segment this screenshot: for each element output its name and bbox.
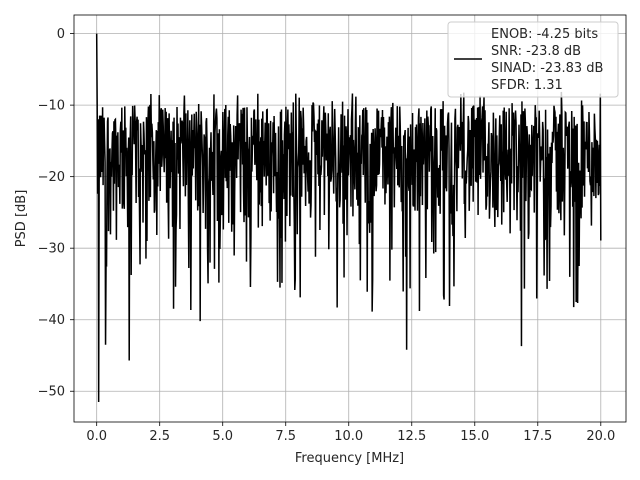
x-tick-label: 10.0: [334, 429, 363, 444]
x-tick-label: 12.5: [397, 429, 426, 444]
axes-frame: [73, 14, 627, 423]
psd-series-line: [95, 33, 602, 402]
legend-box: [447, 21, 619, 98]
plot-area: [95, 33, 602, 402]
x-tick-label: 7.5: [275, 429, 296, 444]
y-tick-label: −30: [38, 242, 65, 257]
x-tick-label: 0.0: [86, 429, 107, 444]
y-tick-label: −40: [38, 313, 65, 328]
legend: ENOB: -4.25 bits SNR: -23.8 dB SINAD: -2…: [447, 21, 619, 98]
x-tick-label: 20.0: [586, 429, 615, 444]
y-axis-ticks: 0 −10 −20 −30 −40 −50: [38, 27, 74, 400]
x-axis-label: Frequency [MHz]: [295, 451, 404, 466]
y-tick-label: −20: [38, 170, 65, 185]
x-tick-label: 5.0: [212, 429, 233, 444]
x-axis-ticks: 0.0 2.5 5.0 7.5 10.0 12.5 15.0 17.5 20.0: [86, 422, 615, 444]
y-tick-label: −50: [38, 385, 65, 400]
legend-sinad: SINAD: -23.83 dB: [491, 61, 603, 76]
y-axis-label: PSD [dB]: [14, 190, 29, 248]
x-tick-label: 17.5: [523, 429, 552, 444]
legend-enob: ENOB: -4.25 bits: [491, 27, 598, 42]
legend-snr: SNR: -23.8 dB: [491, 44, 581, 59]
y-tick-label: −10: [38, 99, 65, 114]
x-tick-label: 2.5: [149, 429, 170, 444]
legend-sfdr: SFDR: 1.31: [491, 78, 563, 93]
x-tick-label: 15.0: [460, 429, 489, 444]
y-tick-label: 0: [57, 27, 65, 42]
